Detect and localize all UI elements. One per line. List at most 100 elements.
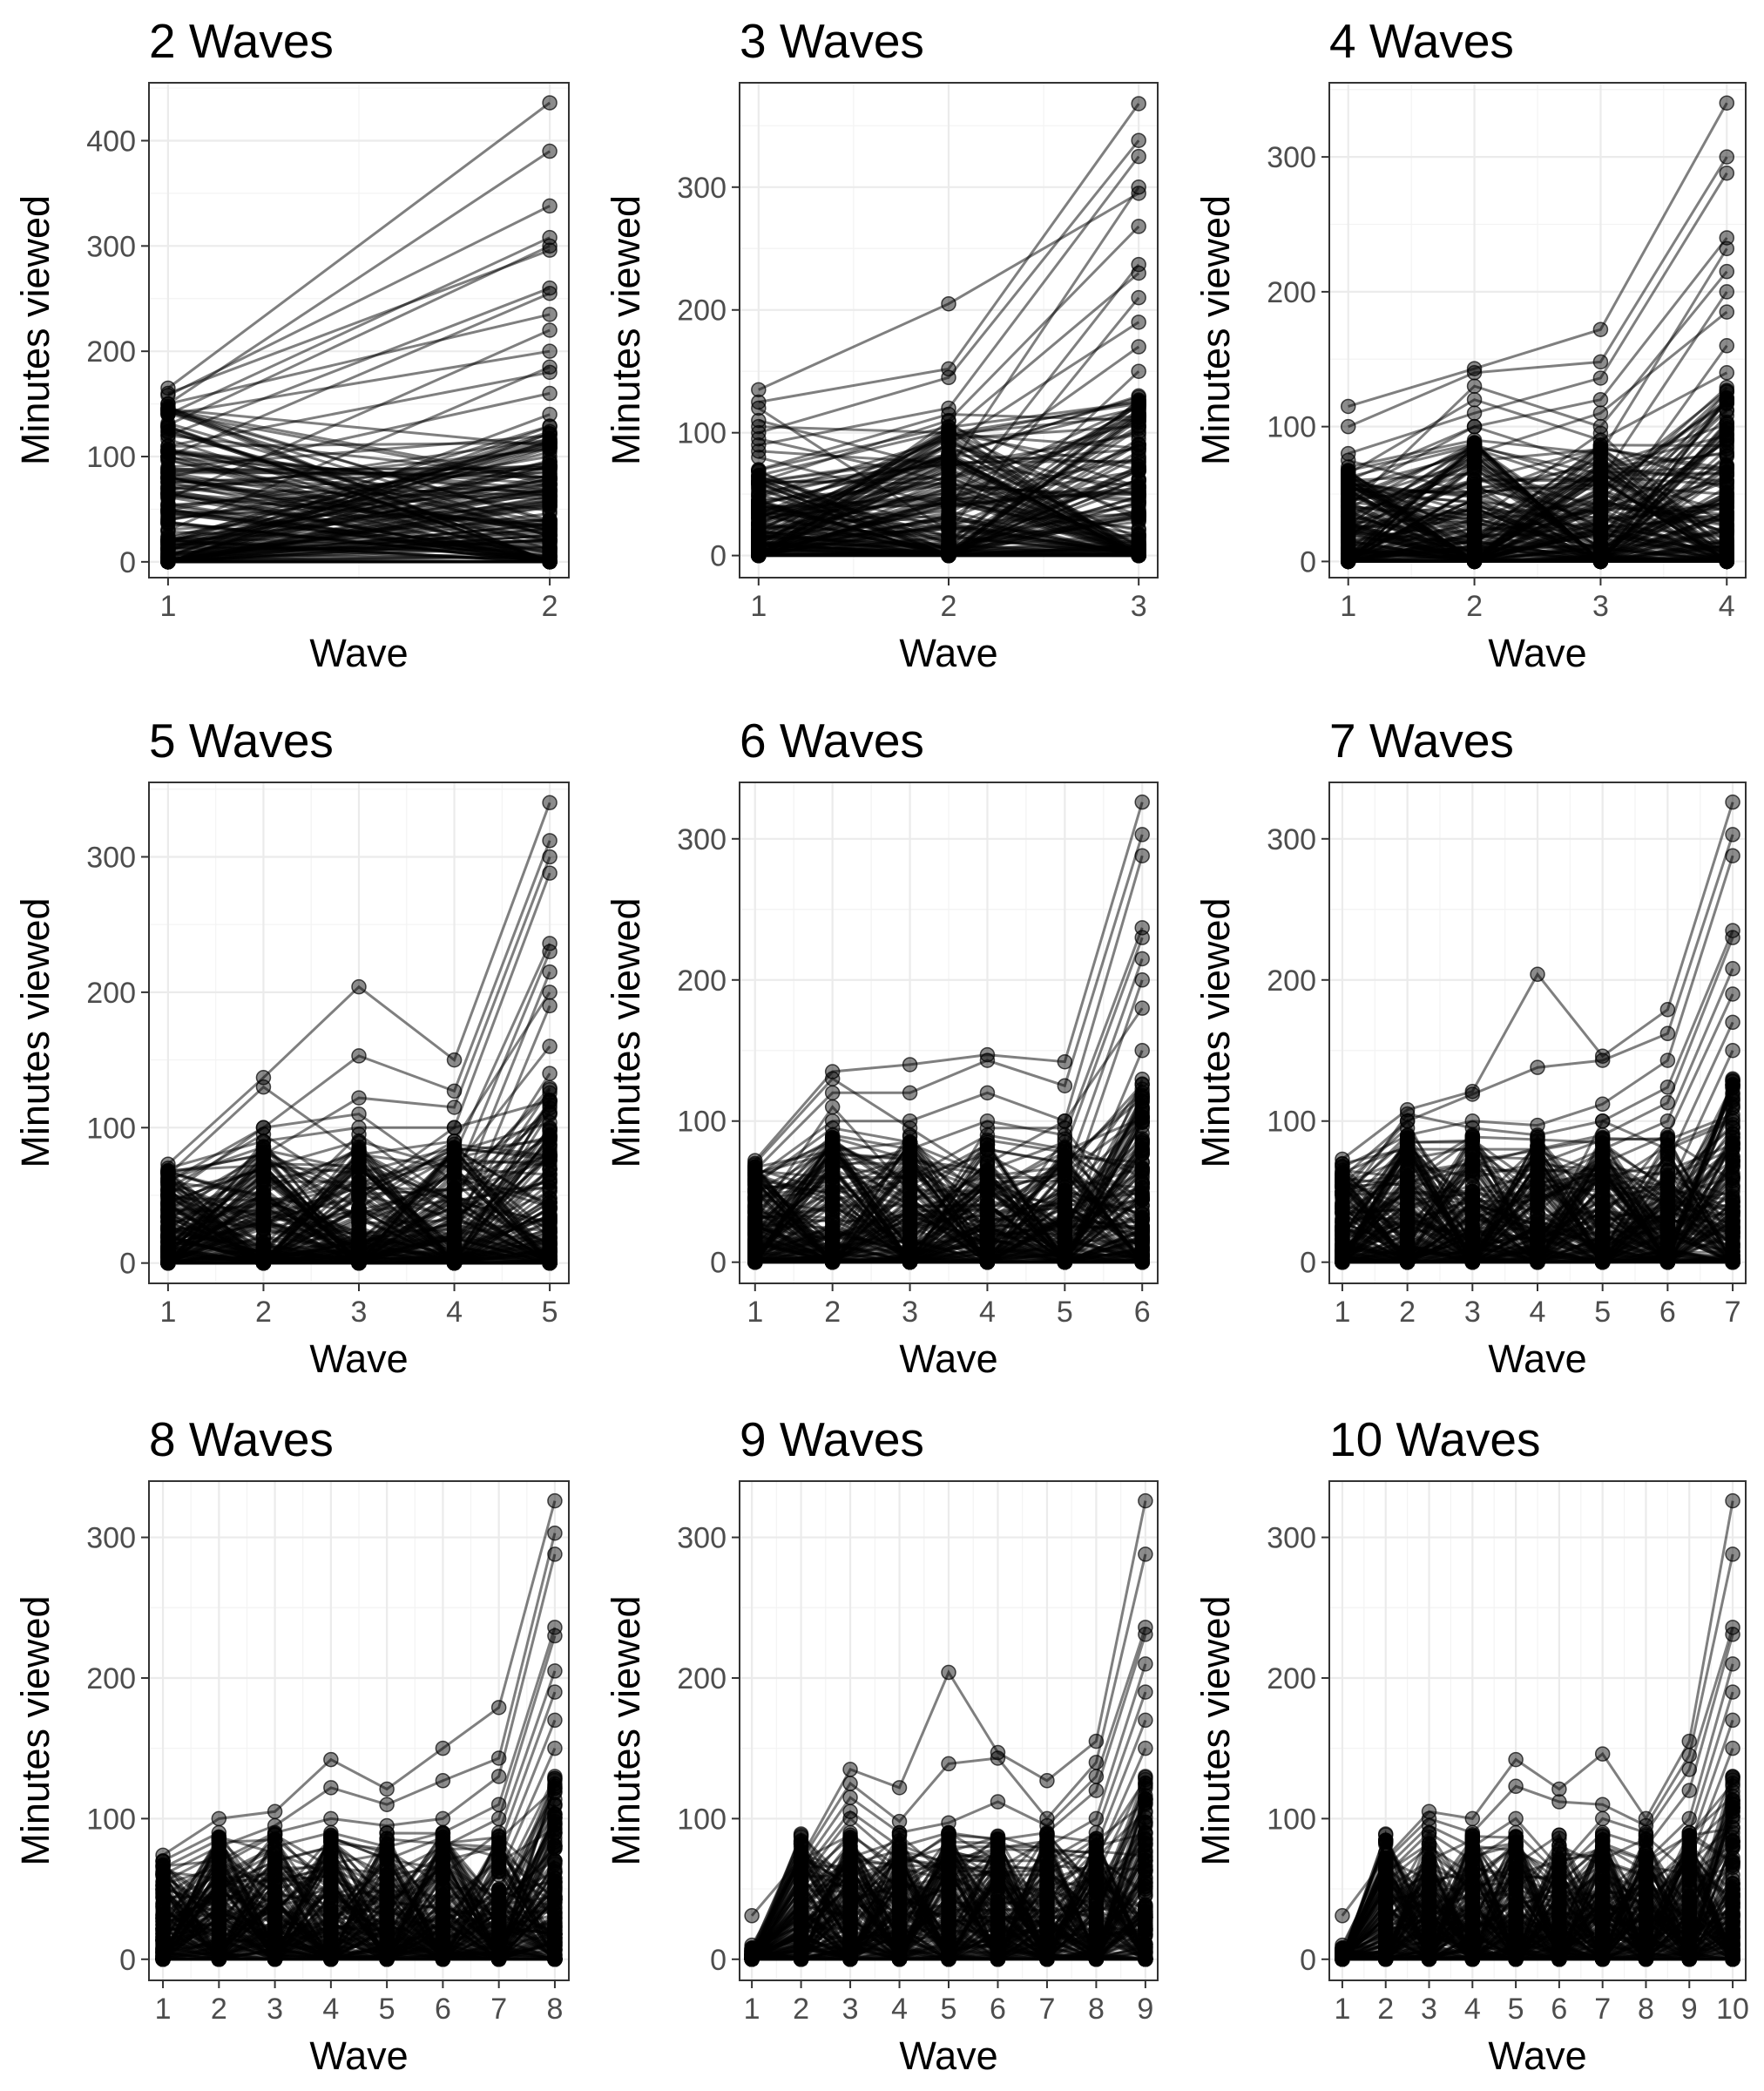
trajectory-line	[758, 430, 1139, 557]
data-point	[1134, 827, 1150, 842]
trajectory-line	[758, 492, 1139, 558]
x-tick-label: 5	[1057, 1296, 1073, 1329]
data-point	[446, 1228, 463, 1244]
data-point	[1134, 1247, 1150, 1263]
data-point	[824, 1134, 841, 1150]
data-point	[1131, 388, 1146, 404]
data-point	[824, 1212, 841, 1228]
x-axis-title: Wave	[899, 1336, 997, 1381]
y-tick-label: 300	[1267, 141, 1316, 174]
data-point	[751, 430, 767, 447]
data-point	[255, 1221, 272, 1237]
data-point	[1340, 493, 1356, 509]
y-tick-label: 100	[86, 441, 136, 474]
trajectory-line	[758, 548, 1139, 558]
trajectory-line	[167, 349, 551, 416]
data-point	[747, 1247, 763, 1263]
plot-border	[1328, 82, 1747, 579]
data-point	[1131, 339, 1146, 355]
data-point	[1134, 972, 1150, 988]
data-point	[751, 486, 767, 502]
trajectory-line	[167, 434, 551, 479]
data-point	[1057, 1169, 1073, 1186]
x-axis-title: Wave	[899, 631, 997, 675]
trajectory-line	[167, 150, 551, 405]
trajectory-line	[758, 103, 1140, 403]
x-tick-label: 2	[824, 1296, 841, 1329]
data-point	[351, 978, 367, 995]
trajectory-line	[167, 248, 551, 395]
data-point	[941, 295, 956, 312]
trajectory-line	[758, 321, 1140, 532]
data-point	[1131, 448, 1146, 464]
x-tick-label: 3	[1592, 590, 1609, 623]
data-point	[902, 1134, 918, 1150]
data-point	[1719, 472, 1735, 489]
panel-title: 6 Waves	[740, 714, 924, 768]
trajectory-line	[758, 412, 1139, 471]
data-point	[1592, 513, 1609, 529]
trajectory-line	[167, 485, 551, 528]
data-point	[542, 322, 558, 338]
data-point	[160, 1194, 176, 1210]
data-point	[1592, 526, 1609, 543]
data-point	[1719, 230, 1735, 246]
data-point	[824, 1120, 841, 1136]
data-point	[542, 428, 558, 443]
data-point	[1057, 1212, 1073, 1228]
data-point	[542, 280, 558, 296]
data-point	[255, 1127, 272, 1142]
data-point	[160, 1235, 176, 1251]
data-point	[542, 198, 558, 214]
trajectory-line	[1348, 506, 1727, 563]
data-point	[1592, 486, 1609, 502]
data-point	[1134, 1198, 1150, 1214]
data-point	[1719, 304, 1735, 320]
data-point	[979, 1198, 996, 1214]
data-point	[542, 865, 558, 881]
data-point	[1719, 95, 1735, 111]
data-point	[902, 1191, 918, 1207]
data-point	[751, 511, 767, 527]
data-point	[351, 1249, 367, 1264]
data-point	[160, 401, 176, 417]
data-point	[1592, 499, 1609, 516]
data-point	[1466, 526, 1483, 543]
data-point	[1134, 951, 1150, 967]
data-point	[1466, 418, 1483, 435]
data-point	[1131, 148, 1146, 165]
data-point	[751, 468, 767, 484]
trajectory-line	[167, 524, 551, 560]
trajectory-line	[1347, 270, 1728, 509]
data-point	[542, 1174, 558, 1190]
trajectory-line	[758, 186, 1140, 471]
x-tick-label: 1	[1340, 590, 1356, 623]
data-point	[542, 849, 558, 865]
data-point	[979, 1141, 996, 1157]
data-point	[1719, 418, 1735, 435]
data-point	[1719, 165, 1735, 181]
data-point	[160, 449, 176, 464]
data-point	[979, 1226, 996, 1242]
trajectory-line	[167, 518, 551, 543]
data-point	[751, 450, 767, 465]
x-tick-label: 3	[1131, 590, 1147, 623]
data-point	[1131, 96, 1146, 112]
data-point	[751, 443, 767, 459]
y-tick-label: 200	[86, 335, 136, 369]
data-point	[1719, 263, 1735, 280]
data-point	[1719, 445, 1735, 462]
data-point	[902, 1085, 918, 1101]
x-tick-label: 4	[979, 1296, 996, 1329]
trajectory-line	[758, 474, 1139, 545]
data-point	[160, 491, 176, 507]
data-point	[1131, 186, 1146, 201]
data-point	[941, 498, 956, 515]
data-point	[351, 1161, 367, 1176]
data-point	[446, 1167, 463, 1183]
panel-title: 5 Waves	[149, 714, 334, 768]
trajectories	[1340, 95, 1735, 570]
